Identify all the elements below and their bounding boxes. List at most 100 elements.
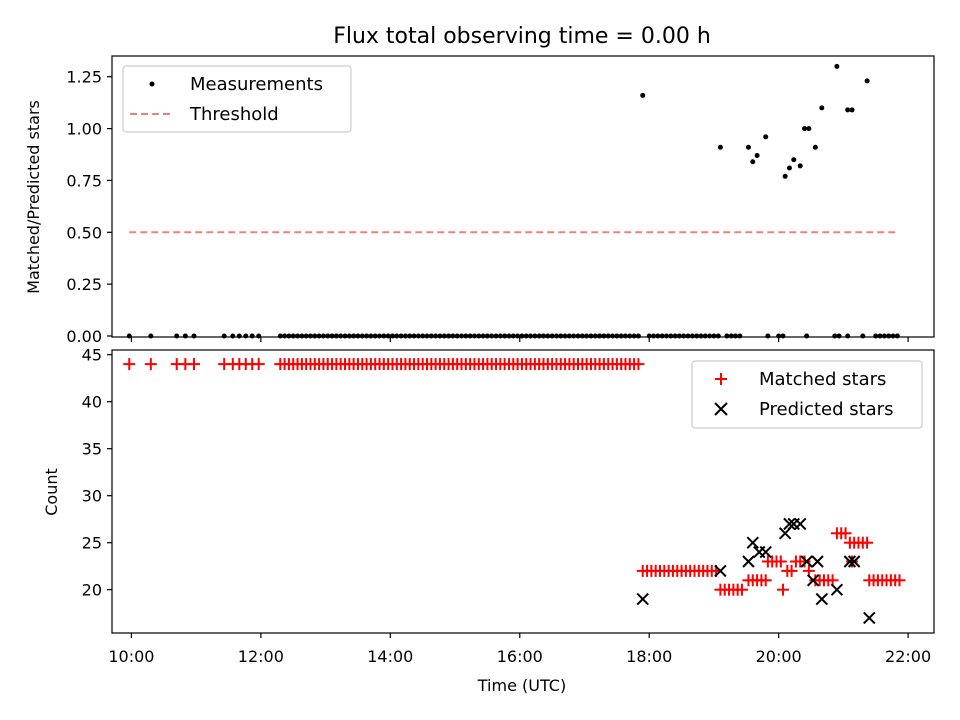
bottom-y-tick-label: 45: [82, 346, 102, 365]
measurement-point: [724, 333, 730, 339]
measurement-point: [277, 333, 283, 339]
measurement-point: [765, 333, 771, 339]
legend-threshold-label: Threshold: [189, 104, 279, 125]
predicted-star-point: [794, 517, 807, 531]
bottom-x-tick-label: 22:00: [885, 647, 931, 666]
measurement-point: [737, 333, 743, 339]
measurement-point: [802, 126, 808, 132]
bottom-legend: Matched stars Predicted stars: [691, 360, 923, 429]
measurement-point: [860, 333, 866, 339]
measurement-point: [359, 333, 365, 339]
measurement-point: [763, 134, 769, 140]
bottom-x-axis-label: Time (UTC): [477, 676, 566, 695]
measurement-point: [467, 333, 473, 339]
measurement-point: [463, 333, 469, 339]
matched-star-point: [144, 358, 157, 371]
measurement-point: [295, 333, 301, 339]
measurement-point: [424, 333, 430, 339]
measurement-point: [364, 333, 370, 339]
predicted-star-point: [806, 574, 820, 587]
measurement-point: [845, 333, 851, 339]
matched-star-point: [861, 536, 874, 549]
predicted-star-point: [847, 555, 861, 568]
measurement-point: [450, 333, 456, 339]
bottom-y-axis-label: Count: [42, 468, 61, 516]
measurement-point: [685, 333, 691, 339]
matched-star-point: [774, 555, 787, 568]
measurement-point: [377, 333, 383, 339]
measurement-point: [407, 333, 413, 339]
measurement-point: [236, 333, 242, 339]
measurement-point: [493, 333, 499, 339]
measurement-point: [659, 333, 665, 339]
predicted-star-point: [636, 592, 649, 606]
measurement-point: [372, 333, 378, 339]
measurement-point: [480, 333, 486, 339]
measurement-point: [698, 333, 704, 339]
measurement-point: [592, 333, 598, 339]
measurement-point: [497, 333, 503, 339]
measurement-point: [834, 63, 840, 69]
predicted-star-point: [815, 592, 829, 606]
measurement-point: [877, 333, 883, 339]
measurement-point: [532, 333, 538, 339]
bottom-marks: [123, 358, 906, 625]
measurement-point: [750, 159, 756, 165]
predicted-star-point: [800, 555, 813, 568]
measurement-point: [655, 333, 661, 339]
matched-star-point: [798, 555, 811, 568]
legend-measurements-label: Measurements: [190, 74, 323, 95]
measurement-point: [845, 107, 851, 113]
top-y-tick-label: 0.50: [66, 223, 102, 242]
measurement-point: [715, 333, 721, 339]
measurement-point: [579, 333, 585, 339]
bottom-y-tick-label: 25: [82, 534, 102, 553]
measurement-point: [489, 333, 495, 339]
measurement-point: [476, 333, 482, 339]
top-y-tick-label: 0.00: [66, 327, 102, 346]
measurement-point: [394, 333, 400, 339]
predicted-star-point: [759, 545, 772, 559]
measurement-point: [597, 333, 603, 339]
measurement-point: [780, 333, 786, 339]
measurement-point: [553, 333, 559, 339]
measurement-point: [584, 333, 590, 339]
measurement-point: [249, 333, 255, 339]
legend-measurements-marker: [149, 81, 155, 87]
legend-matched-marker: [715, 373, 727, 385]
matched-star-point: [759, 574, 772, 587]
measurement-point: [355, 333, 361, 339]
measurement-point: [711, 333, 717, 339]
measurement-point: [886, 333, 892, 339]
measurement-point: [307, 333, 313, 339]
measurement-point: [221, 333, 227, 339]
measurement-point: [402, 333, 408, 339]
measurement-point: [754, 153, 760, 159]
measurement-point: [890, 333, 896, 339]
measurement-point: [566, 333, 572, 339]
measurement-point: [389, 333, 395, 339]
bottom-x-tick-label: 20:00: [756, 647, 802, 666]
measurement-point: [717, 144, 723, 150]
measurement-point: [745, 144, 751, 150]
matched-star-point: [252, 358, 265, 371]
measurement-point: [484, 333, 490, 339]
measurement-point: [290, 333, 296, 339]
measurement-point: [558, 333, 564, 339]
measurement-point: [338, 333, 344, 339]
measurement-point: [433, 333, 439, 339]
measurement-point: [668, 333, 674, 339]
measurement-point: [282, 333, 288, 339]
top-y-tick-label: 1.25: [66, 68, 102, 87]
predicted-star-point: [783, 517, 796, 531]
measurement-point: [316, 333, 322, 339]
bottom-panel: 20 25 30 35 40 45 10:00 12:00 14:00 16:00 18:00 20…: [42, 346, 935, 695]
predicted-star-point: [830, 583, 844, 596]
bottom-x-tick-label: 14:00: [367, 647, 413, 666]
measurement-point: [243, 333, 249, 339]
measurement-point: [506, 333, 512, 339]
matched-star-point: [839, 527, 852, 540]
top-legend-box: [122, 65, 352, 133]
measurement-point: [728, 333, 734, 339]
